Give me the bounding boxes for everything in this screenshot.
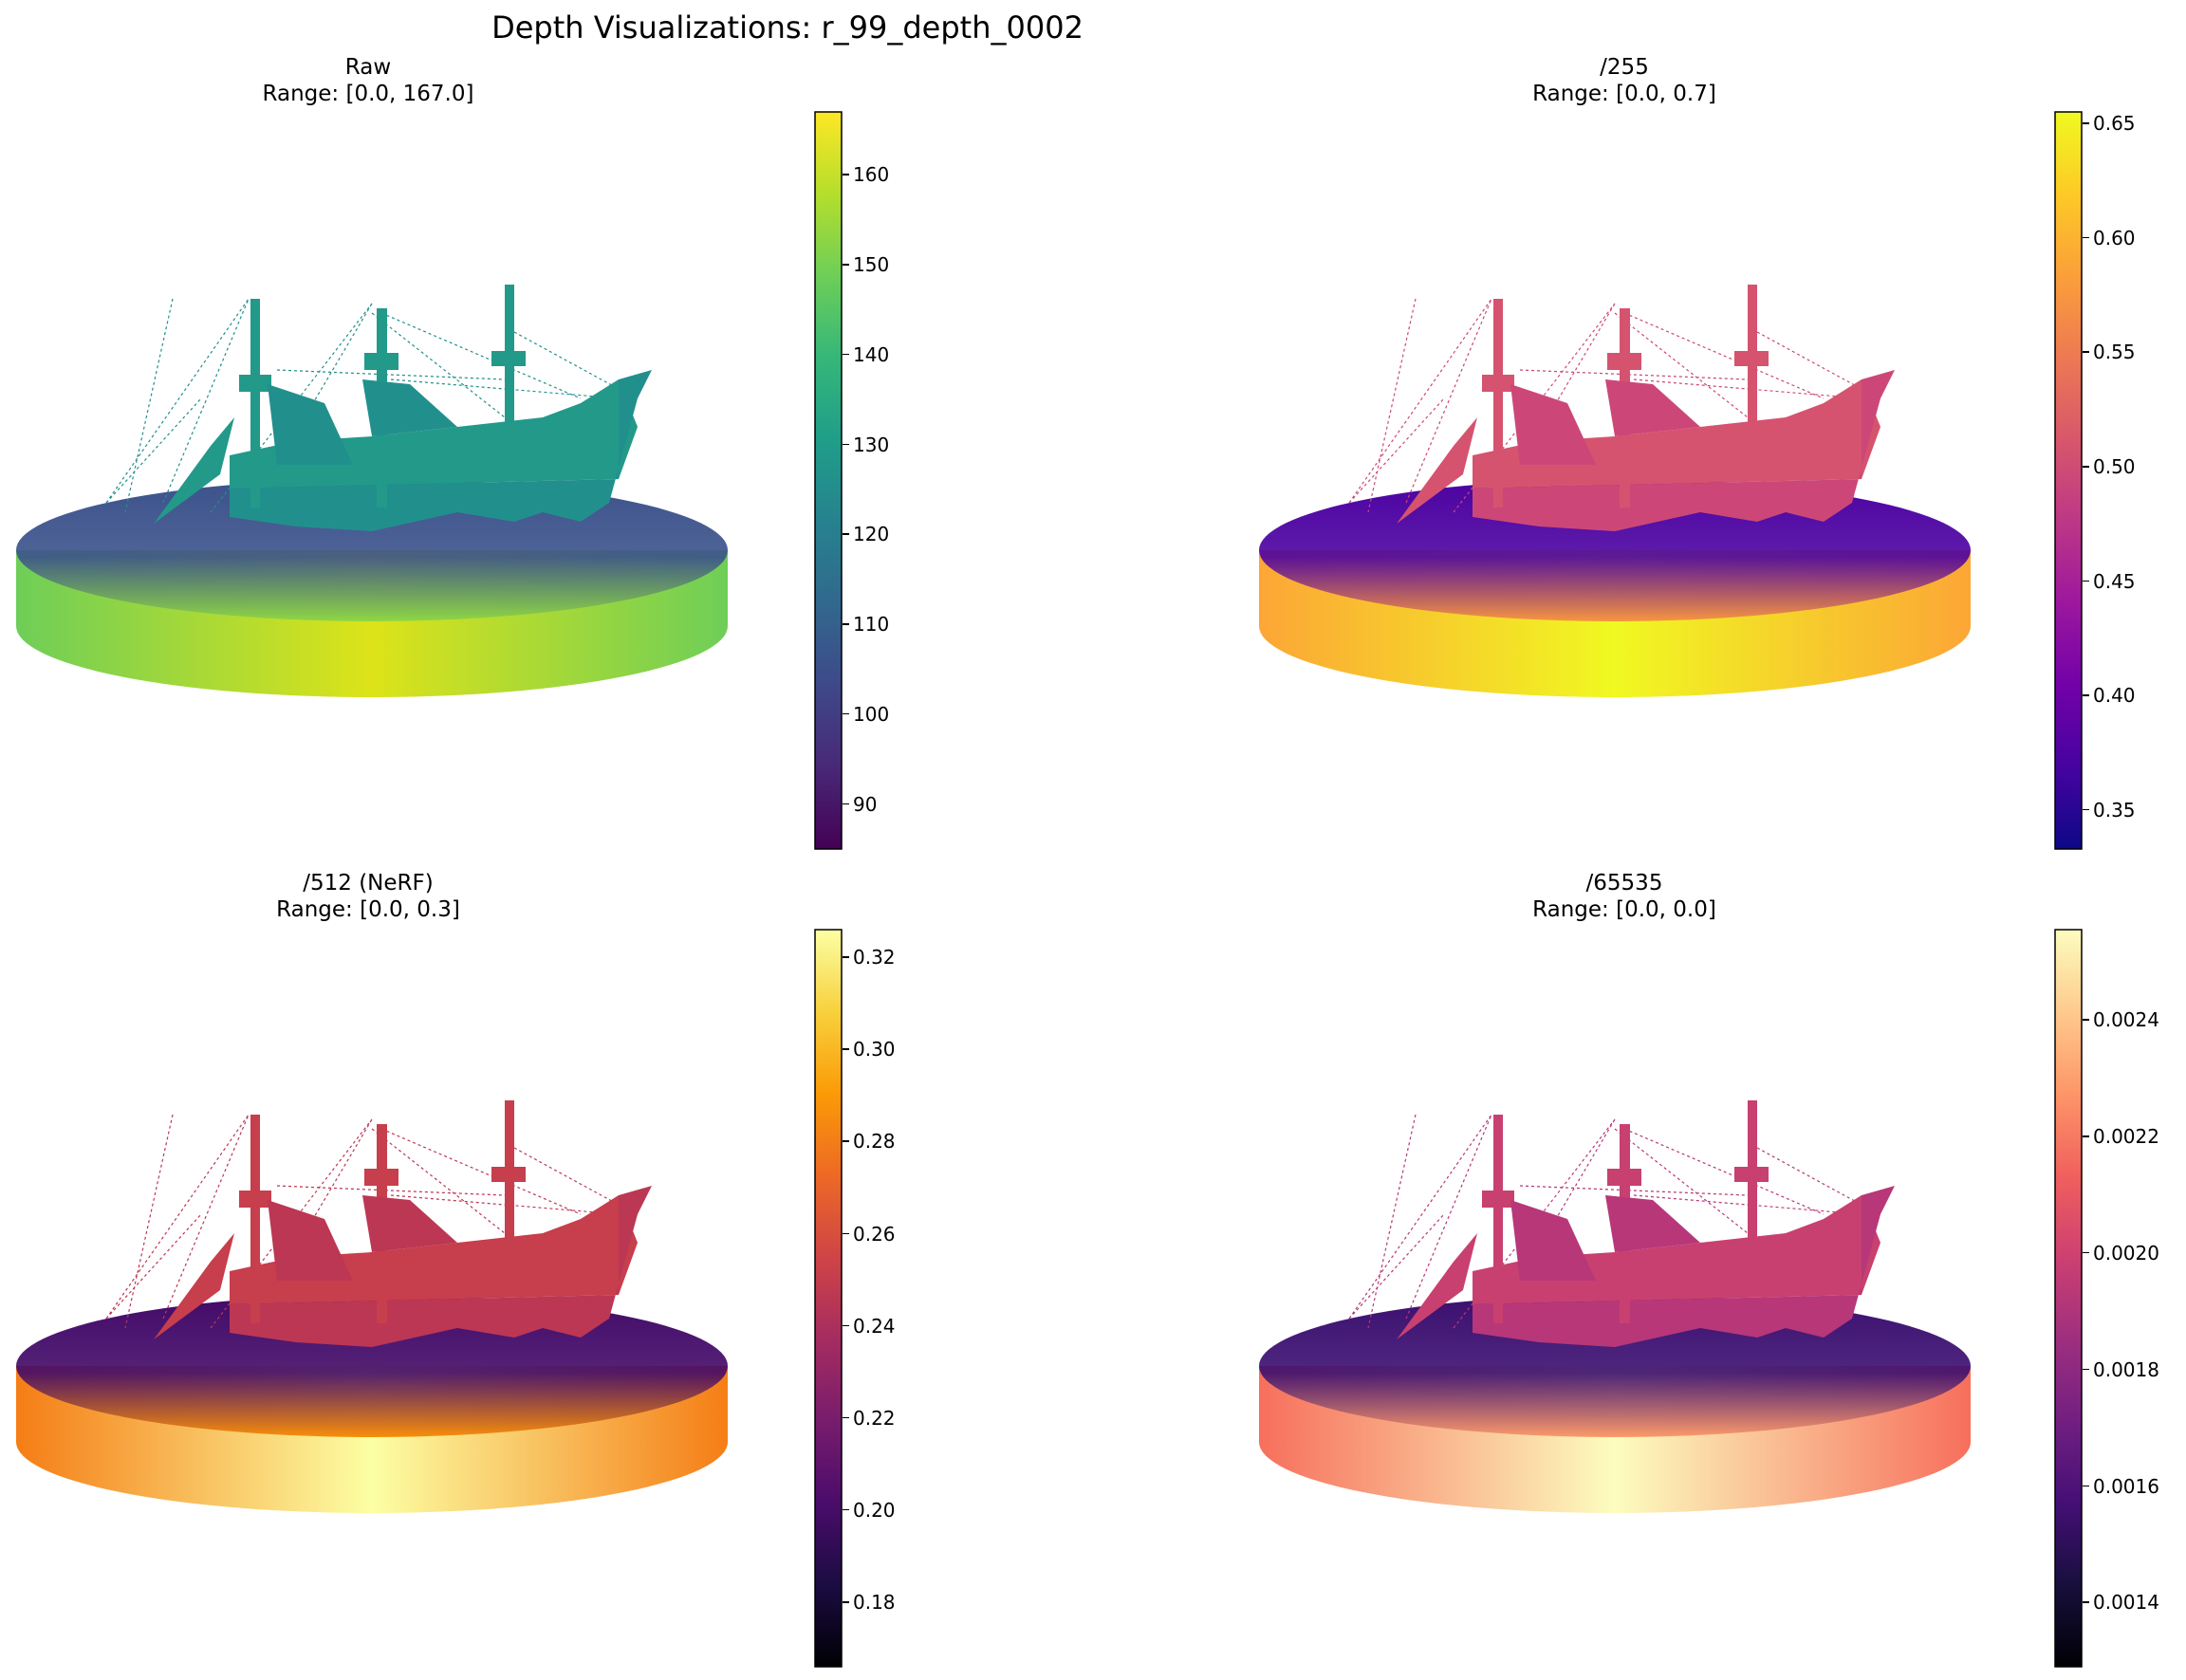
colorbar-tick	[2083, 694, 2089, 696]
depth-image	[16, 285, 728, 697]
colorbar-tick	[2083, 1601, 2089, 1603]
colorbar-tick	[843, 1232, 849, 1234]
depth-image	[16, 1100, 728, 1513]
colorbar-tick-label: 160	[853, 163, 890, 187]
colorbar-tick	[2083, 351, 2089, 353]
colorbar-tick-label: 0.0024	[2093, 1008, 2159, 1032]
subplot-title-range: Range: [0.0, 0.3]	[276, 897, 460, 922]
colorbar-tick	[2083, 808, 2089, 811]
colorbar-tick-label: 0.0016	[2093, 1474, 2159, 1498]
subplot-title: /512 (NeRF) Range: [0.0, 0.3]	[83, 870, 653, 923]
colorbar-tick	[2083, 1485, 2089, 1487]
colorbar-tick	[843, 1601, 849, 1603]
colorbar-tick	[843, 264, 849, 266]
colorbar-tick	[843, 712, 849, 715]
colorbar-tick	[843, 803, 849, 805]
colorbar-tick	[2083, 1368, 2089, 1371]
platform-top	[16, 479, 728, 621]
colorbar-tick-label: 0.0022	[2093, 1125, 2159, 1149]
subplot-title: Raw Range: [0.0, 167.0]	[83, 54, 653, 107]
colorbar-tick-label: 0.30	[853, 1038, 896, 1062]
colorbar-tick-label: 140	[853, 342, 890, 366]
colorbar-tick	[843, 1416, 849, 1419]
ship	[154, 285, 652, 531]
platform-top	[1259, 479, 1971, 621]
colorbar	[814, 111, 843, 850]
subplot-title-name: /512 (NeRF)	[303, 871, 434, 895]
colorbar-tick	[2083, 1251, 2089, 1254]
colorbar-tick	[2083, 236, 2089, 239]
depth-image	[1259, 1100, 1971, 1513]
colorbar-tick-label: 0.60	[2093, 226, 2136, 249]
colorbar	[2054, 111, 2083, 850]
colorbar-tick-label: 100	[853, 702, 890, 726]
colorbar-tick-label: 130	[853, 433, 890, 456]
colorbar-tick	[843, 1508, 849, 1511]
colorbar-tick-label: 150	[853, 253, 890, 277]
colorbar-tick	[2083, 1135, 2089, 1137]
colorbar-gradient	[814, 111, 843, 850]
subplot-title-name: Raw	[344, 55, 392, 80]
colorbar-tick-label: 0.0014	[2093, 1591, 2159, 1615]
colorbar	[814, 929, 843, 1668]
colorbar-tick	[2083, 122, 2089, 124]
colorbar-tick-label: 0.32	[853, 946, 896, 969]
depth-image	[1259, 285, 1971, 697]
colorbar-tick-label: 0.65	[2093, 112, 2136, 136]
figure-title: Depth Visualizations: r_99_depth_0002	[491, 9, 1084, 46]
colorbar-gradient	[2054, 929, 2083, 1668]
colorbar-tick-label: 0.28	[853, 1130, 896, 1154]
subplot-title: /255 Range: [0.0, 0.7]	[1340, 54, 1909, 107]
colorbar-tick-label: 0.18	[853, 1591, 896, 1614]
colorbar-tick-label: 0.24	[853, 1314, 896, 1338]
ship	[1397, 285, 1895, 531]
colorbar-tick	[843, 533, 849, 535]
colorbar-tick	[843, 1324, 849, 1327]
ship	[1397, 1100, 1895, 1347]
colorbar-tick	[843, 353, 849, 356]
colorbar-tick-label: 90	[853, 792, 878, 816]
colorbar-tick	[2083, 580, 2089, 582]
platform-top	[16, 1295, 728, 1437]
subplot-title-name: /65535	[1585, 871, 1663, 895]
subplot-title-range: Range: [0.0, 0.0]	[1532, 897, 1716, 922]
colorbar-tick	[843, 443, 849, 446]
colorbar-tick	[2083, 466, 2089, 468]
colorbar-tick-label: 0.26	[853, 1222, 896, 1246]
colorbar	[2054, 929, 2083, 1668]
colorbar-tick-label: 0.0020	[2093, 1241, 2159, 1265]
colorbar-tick-label: 0.45	[2093, 569, 2136, 593]
colorbar-tick	[843, 1140, 849, 1142]
platform-top	[1259, 1295, 1971, 1437]
colorbar-tick-label: 0.35	[2093, 798, 2136, 822]
subplot-title-range: Range: [0.0, 167.0]	[262, 82, 474, 106]
colorbar-tick-label: 120	[853, 523, 890, 546]
colorbar-gradient	[2054, 111, 2083, 850]
colorbar-tick	[843, 956, 849, 958]
colorbar-tick-label: 0.22	[853, 1406, 896, 1430]
colorbar-tick	[843, 174, 849, 175]
colorbar-tick-label: 0.55	[2093, 341, 2136, 364]
colorbar-tick-label: 0.40	[2093, 684, 2136, 708]
colorbar-tick	[843, 1048, 849, 1050]
subplot-title: /65535 Range: [0.0, 0.0]	[1340, 870, 1909, 923]
colorbar-tick-label: 0.20	[853, 1498, 896, 1522]
subplot-title-name: /255	[1600, 55, 1649, 80]
colorbar-tick	[2083, 1019, 2089, 1021]
ship	[154, 1100, 652, 1347]
colorbar-gradient	[814, 929, 843, 1668]
subplot-title-range: Range: [0.0, 0.7]	[1532, 82, 1716, 106]
colorbar-tick-label: 0.0018	[2093, 1357, 2159, 1381]
colorbar-tick-label: 0.50	[2093, 455, 2136, 479]
colorbar-tick-label: 110	[853, 613, 890, 637]
colorbar-tick	[843, 623, 849, 625]
